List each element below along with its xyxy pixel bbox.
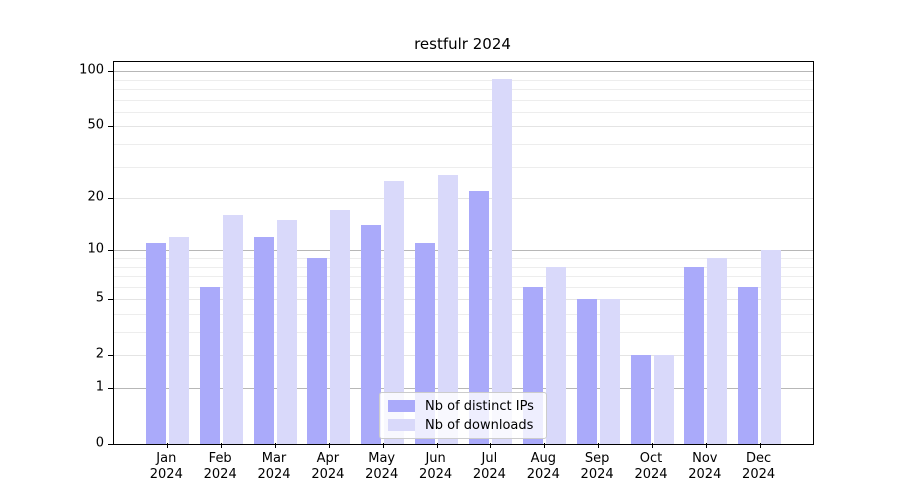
x-tick: [652, 443, 653, 448]
x-tick-label: Oct 2024: [634, 451, 668, 482]
x-tick: [759, 443, 761, 448]
minor-gridline: [114, 313, 813, 315]
minor-gridline: [114, 266, 813, 268]
y-tick-label: 20: [87, 189, 104, 205]
x-tick-label: Sep 2024: [580, 451, 614, 482]
x-tick-label: Feb 2024: [203, 451, 237, 482]
legend-label-downloads: Nb of downloads: [425, 417, 534, 433]
bar: [438, 174, 459, 444]
y-tick-label: 5: [95, 290, 104, 306]
x-tick: [275, 443, 276, 448]
minor-gridline: [114, 166, 813, 168]
y-tick-label: 10: [87, 241, 104, 257]
bar: [630, 355, 651, 444]
y-tick-label: 100: [79, 62, 104, 78]
x-tick: [490, 443, 492, 448]
x-tick: [382, 443, 384, 448]
x-tick: [705, 443, 707, 448]
y-tick: [108, 198, 113, 199]
x-tick-label: Apr 2024: [311, 451, 345, 482]
legend-swatch-downloads-icon: [388, 419, 415, 431]
bar: [307, 257, 328, 444]
bar: [168, 236, 189, 444]
legend-swatch-distinct-ips-icon: [388, 400, 415, 412]
gridline: [114, 126, 813, 128]
y-axis: 0 1 2 5 10 20 50 100: [0, 61, 104, 451]
y-tick-label: 2: [95, 346, 104, 362]
x-tick: [436, 443, 438, 448]
x-tick-label: Jul 2024: [472, 451, 506, 482]
bar: [491, 78, 512, 444]
x-tick-label: Jun 2024: [419, 451, 453, 482]
legend: Nb of distinct IPs Nb of downloads: [379, 392, 547, 439]
gridline: [114, 355, 813, 357]
y-tick: [108, 250, 113, 252]
minor-gridline: [114, 79, 813, 81]
chart-title: restfulr 2024: [414, 35, 511, 53]
y-tick: [108, 71, 113, 73]
x-tick-label: Dec 2024: [742, 451, 776, 482]
x-tick-label: Nov 2024: [688, 451, 722, 482]
minor-gridline: [114, 257, 813, 259]
y-tick: [108, 126, 113, 128]
x-tick-label: Jan 2024: [149, 451, 183, 482]
bar: [761, 250, 782, 444]
gridline: [114, 299, 813, 301]
minor-gridline: [114, 276, 813, 277]
bar: [384, 180, 405, 444]
legend-entry-downloads: Nb of downloads: [388, 417, 534, 433]
bar: [684, 266, 705, 444]
y-tick: [108, 388, 113, 389]
bar: [253, 236, 274, 444]
gridline: [114, 71, 813, 73]
x-tick: [221, 443, 223, 448]
y-tick: [108, 444, 113, 445]
bar: [468, 190, 489, 444]
x-tick: [328, 443, 330, 448]
y-tick-label: 0: [95, 435, 104, 451]
bar: [145, 243, 166, 444]
gridline: [114, 198, 813, 199]
plot-area: Nb of distinct IPs Nb of downloads: [108, 61, 814, 448]
bar: [738, 286, 759, 444]
x-tick-label: Aug 2024: [526, 451, 560, 482]
x-tick: [167, 443, 169, 448]
bar: [653, 355, 674, 444]
bar: [276, 220, 297, 444]
legend-entry-distinct-ips: Nb of distinct IPs: [388, 398, 534, 414]
bar: [576, 299, 597, 444]
minor-gridline: [114, 286, 813, 288]
y-tick-label: 50: [87, 117, 104, 133]
bar: [707, 257, 728, 444]
minor-gridline: [114, 332, 813, 333]
minor-gridline: [114, 143, 813, 145]
gridline: [114, 388, 813, 389]
y-tick: [108, 355, 113, 357]
y-tick: [108, 299, 113, 301]
bar: [330, 210, 351, 444]
legend-label-distinct-ips: Nb of distinct IPs: [425, 398, 534, 414]
y-tick-label: 1: [95, 379, 104, 395]
bar: [361, 225, 382, 444]
minor-gridline: [114, 99, 813, 101]
bar: [545, 266, 566, 444]
bar: [199, 286, 220, 444]
minor-gridline: [114, 111, 813, 113]
bar: [599, 299, 620, 444]
bar: [222, 215, 243, 444]
x-tick: [598, 443, 600, 448]
x-tick-label: Mar 2024: [257, 451, 291, 482]
minor-gridline: [114, 88, 813, 90]
x-tick-label: May 2024: [365, 451, 399, 482]
x-tick: [544, 443, 546, 448]
x-axis: Jan 2024 Feb 2024 Mar 2024 Apr 2024 May 2024…: [113, 451, 812, 491]
gridline: [114, 250, 813, 252]
